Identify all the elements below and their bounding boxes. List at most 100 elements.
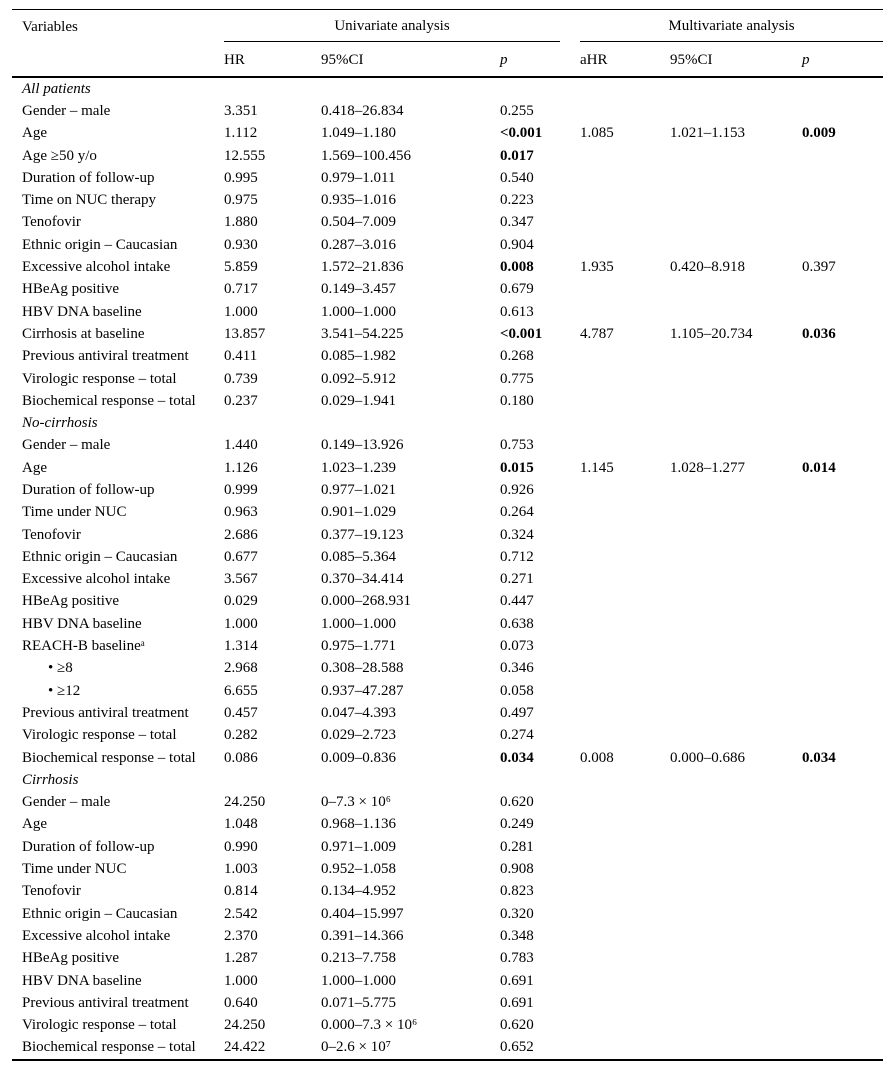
p-value: 0.264 [500,504,534,521]
univariate-p-column-header: p [500,44,581,78]
variable-label: Virologic response – total [22,370,177,387]
variable-label: Age [22,816,47,833]
p-value: 0.691 [500,994,534,1011]
hr-value: 1.000 [224,303,258,320]
p-value: 0.540 [500,169,534,186]
p-value: 0.346 [500,660,534,677]
table-row: Gender – male 24.250 0–7.3 × 10⁶ 0.620 [12,792,883,814]
variable-label: Tenofovir [22,214,81,231]
ahr-column-header: aHR [580,44,671,78]
table-row: Virologic response – total 0.282 0.029–2.7… [12,725,883,747]
ci-value: 0.952–1.058 [321,861,396,878]
ap-value [802,502,883,524]
variable-label: Ethnic origin – Caucasian [22,548,178,565]
p-value: 0.652 [500,1039,534,1056]
ci-value: 0.977–1.021 [321,481,396,498]
section-row: All patients [12,77,883,100]
ap-value [802,635,883,657]
table-row: Age ≥50 y/o 12.555 1.569–100.456 0.017 [12,145,883,167]
ci-value: 0.000–268.931 [321,593,411,610]
ahr-value [580,189,670,211]
variable-label: • ≥12 [48,682,81,699]
aci-value [670,992,802,1014]
variable-label: HBV DNA baseline [22,615,142,632]
variable-label: HBeAg positive [22,593,120,610]
p-value: 0.268 [500,348,534,365]
table-row: Excessive alcohol intake 5.859 1.572–21.83… [12,256,883,278]
ahr-value: 1.935 [580,259,614,276]
table-row: Gender – male 3.351 0.418–26.834 0.255 [12,100,883,122]
aci-value [670,234,802,256]
aci-value [670,725,802,747]
ap-value [802,925,883,947]
ci-value: 0.149–3.457 [321,281,396,298]
hr-column-header: HR [224,44,321,78]
univariate-ci-column-header: 95%CI [321,44,500,78]
ap-value [802,992,883,1014]
section-row: No-cirrhosis [12,412,883,434]
ap-value: 0.397 [802,259,836,276]
ap-value [802,390,883,412]
hr-value: 1.314 [224,638,258,655]
variable-label: Biochemical response – total [22,749,196,766]
ci-value: 0.092–5.912 [321,370,396,387]
ap-value [802,814,883,836]
aci-value: 1.105–20.734 [670,325,753,342]
ap-value [802,212,883,234]
variable-label: Previous antiviral treatment [22,994,189,1011]
hr-value: 1.880 [224,214,258,231]
aci-value [670,524,802,546]
p-value: 0.638 [500,615,534,632]
table-row: HBeAg positive 1.287 0.213–7.758 0.783 [12,948,883,970]
p-value: 0.255 [500,102,534,119]
aci-value [670,970,802,992]
variable-label: Virologic response – total [22,1017,177,1034]
ap-value [802,546,883,568]
ahr-value [580,546,670,568]
ap-value [802,792,883,814]
ahr-value [580,792,670,814]
table-row: Ethnic origin – Caucasian 0.677 0.085–5.36… [12,546,883,568]
ahr-value [580,925,670,947]
p-value: 0.017 [500,147,534,164]
ci-value: 0.009–0.836 [321,749,396,766]
aci-value [670,1014,802,1036]
ap-value [802,100,883,122]
column-header-row: HR 95%CI p aHR 95%CI p [12,44,884,78]
aci-value [670,435,802,457]
ci-value: 0.504–7.009 [321,214,396,231]
p-value: 0.775 [500,370,534,387]
hr-value: 2.542 [224,905,258,922]
ap-value [802,658,883,680]
ahr-value [580,680,670,702]
ap-value [802,858,883,880]
group-header-row: Variables Univariate analysis Multivaria… [12,10,884,45]
p-value: <0.001 [500,125,543,142]
variable-label: Gender – male [22,102,111,119]
hr-value: 1.126 [224,459,258,476]
aci-value: 0.420–8.918 [670,259,746,276]
variable-label: Time on NUC therapy [22,192,157,209]
ci-value: 0.000–7.3 × 10⁶ [321,1017,418,1034]
aci-value [670,836,802,858]
p-value: 0.180 [500,392,534,409]
ap-value [802,279,883,301]
ahr-value [580,569,670,591]
section-row: Cirrhosis [12,769,883,791]
ap-value [802,591,883,613]
table-row: Tenofovir 0.814 0.134–4.952 0.823 [12,881,883,903]
variable-label: Time under NUC [22,861,127,878]
ahr-value [580,881,670,903]
table-row: Biochemical response – total 0.086 0.009–0… [12,747,883,769]
hr-value: 0.990 [224,838,258,855]
hr-value: 0.640 [224,994,258,1011]
hr-value: 0.930 [224,236,258,253]
variable-label: Previous antiviral treatment [22,348,189,365]
analysis-table: Variables Univariate analysis Multivaria… [12,9,884,1062]
ahr-value [580,100,670,122]
p-value: 0.249 [500,816,534,833]
variable-label: HBeAg positive [22,281,120,298]
aci-value [670,881,802,903]
ap-value [802,881,883,903]
aci-value [670,591,802,613]
